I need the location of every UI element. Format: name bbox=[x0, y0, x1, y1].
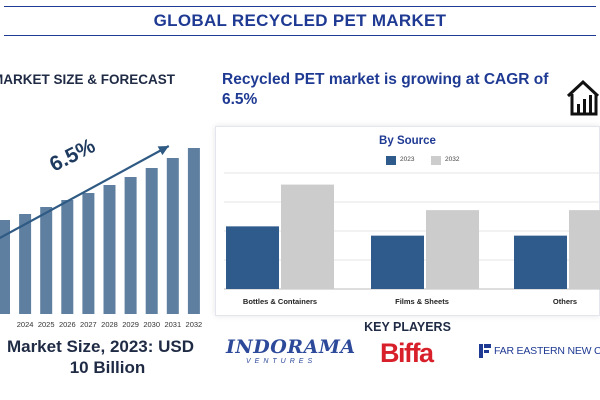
key-players-title: KEY PLAYERS bbox=[364, 320, 451, 334]
forecast-year-label-2025: 2025 bbox=[37, 320, 55, 329]
growth-arrow-head bbox=[157, 146, 169, 156]
forecast-year-axis: 2024 2025 2026 2027 2028 2029 2030 2031 2032 bbox=[0, 320, 215, 332]
market-size-text: Market Size, 2023: USD 10 Billion bbox=[0, 336, 215, 378]
forecast-bar-2032 bbox=[187, 148, 200, 314]
indorama-logo: INDORAMA VENTURES bbox=[226, 336, 356, 372]
growth-arrow-line bbox=[0, 145, 170, 240]
forecast-bar-2030 bbox=[145, 168, 158, 314]
legend-swatch-2023 bbox=[386, 156, 396, 165]
category-label-others: Others bbox=[552, 297, 578, 306]
house-growth-icon bbox=[566, 79, 600, 116]
market-size-heading: MARKET SIZE & FORECAST bbox=[0, 72, 176, 87]
forecast-year-label-2027: 2027 bbox=[80, 320, 97, 329]
forecast-bar-2028 bbox=[103, 185, 116, 314]
indorama-name: INDORAMA bbox=[226, 336, 356, 358]
growth-statement: Recycled PET market is growing at CAGR o… bbox=[222, 71, 549, 108]
forecast-bar-2025 bbox=[40, 207, 53, 314]
legend-label-2023: 2023 bbox=[400, 156, 415, 163]
category-label-films: Films & Sheets bbox=[395, 297, 449, 306]
by-source-legend: 2023 2032 bbox=[386, 155, 506, 167]
forecast-year-label-2024: 2024 bbox=[16, 320, 34, 329]
forecast-bar-2026 bbox=[61, 200, 74, 314]
source-bar-2032-0 bbox=[281, 184, 334, 289]
forecast-bar-2027 bbox=[82, 193, 95, 314]
legend-swatch-2032 bbox=[431, 156, 441, 165]
forecast-year-label-2026: 2026 bbox=[58, 320, 76, 329]
forecast-year-label-2030: 2030 bbox=[143, 320, 161, 329]
far-eastern-logo-icon bbox=[479, 344, 491, 358]
forecast-bar-2024 bbox=[19, 214, 32, 314]
far-eastern-logo: FAR EASTERN NEW CENTURY bbox=[476, 342, 600, 362]
source-bar-2023-0 bbox=[226, 226, 279, 289]
far-eastern-name: FAR EASTERN NEW CENTURY bbox=[494, 345, 600, 357]
forecast-year-label-2029: 2029 bbox=[122, 320, 139, 329]
source-bar-2032-1 bbox=[426, 210, 479, 289]
title-bar: GLOBAL RECYCLED PET MARKET bbox=[4, 6, 596, 36]
source-bar-2023-2 bbox=[514, 235, 567, 289]
market-size-line1: Market Size, 2023: USD bbox=[6, 337, 195, 356]
biffa-logo: Biffa bbox=[380, 336, 450, 374]
forecast-bar-2029 bbox=[124, 177, 137, 314]
by-source-panel: By Source 2023 2032 Bottles & Containers… bbox=[215, 126, 600, 316]
biffa-name: Biffa bbox=[380, 338, 434, 368]
market-size-line2: 10 Billion bbox=[69, 358, 146, 377]
legend-label-2032: 2032 bbox=[445, 156, 460, 163]
forecast-year-label-2031: 2031 bbox=[164, 320, 182, 329]
market-forecast-chart bbox=[0, 145, 200, 314]
forecast-bar-2023 bbox=[0, 220, 10, 314]
forecast-year-label-2032: 2032 bbox=[185, 320, 203, 329]
forecast-year-label-2028: 2028 bbox=[101, 320, 118, 329]
source-bar-2032-2 bbox=[569, 210, 600, 289]
source-bar-2023-1 bbox=[371, 235, 424, 289]
page-title: GLOBAL RECYCLED PET MARKET bbox=[153, 11, 447, 30]
by-source-title: By Source bbox=[379, 135, 436, 147]
by-source-chart bbox=[224, 172, 600, 290]
category-label-bottles: Bottles & Containers bbox=[242, 297, 318, 306]
forecast-bar-2031 bbox=[166, 158, 179, 314]
indorama-sub: VENTURES bbox=[246, 358, 317, 365]
